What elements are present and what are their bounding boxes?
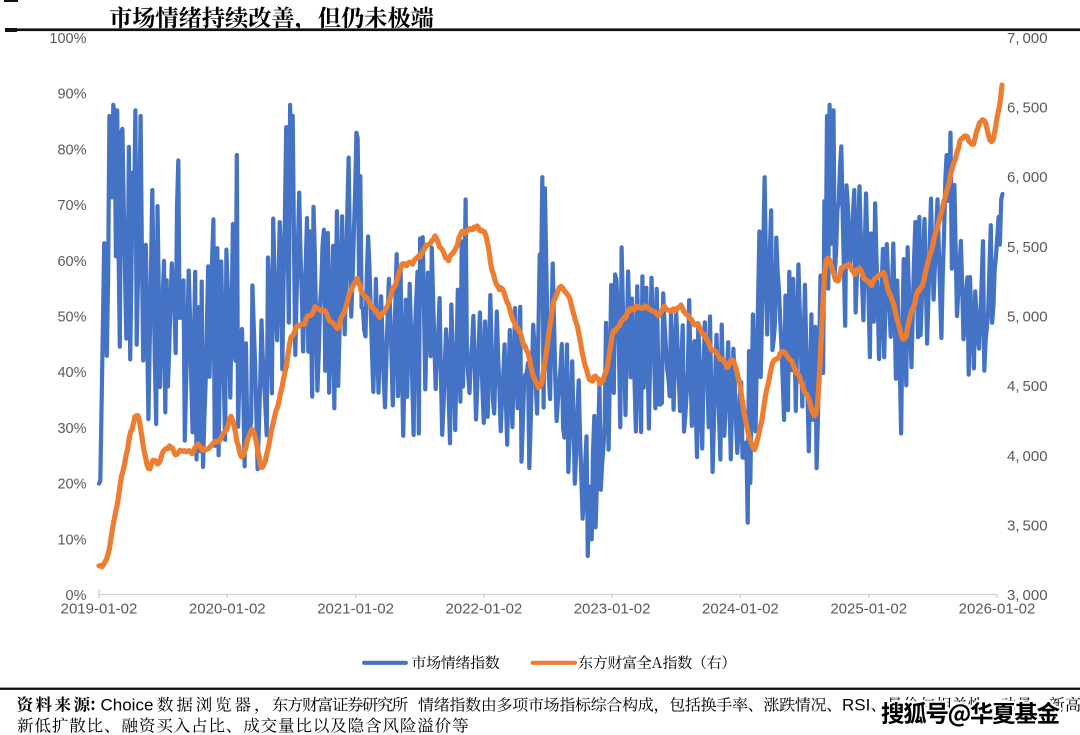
svg-text:10%: 10% — [57, 532, 86, 548]
svg-text:Choice: Choice — [101, 696, 154, 715]
svg-text:2020-01-02: 2020-01-02 — [189, 601, 266, 618]
svg-text:70%: 70% — [57, 198, 86, 214]
svg-text:3, 500: 3, 500 — [1007, 517, 1048, 534]
svg-text:6, 500: 6, 500 — [1007, 100, 1048, 117]
svg-text:7, 000: 7, 000 — [1007, 30, 1048, 47]
svg-text:100%: 100% — [49, 31, 86, 47]
svg-text:50%: 50% — [57, 310, 86, 326]
svg-text:2022-01-02: 2022-01-02 — [446, 601, 523, 618]
svg-text:40%: 40% — [57, 365, 86, 381]
svg-text:30%: 30% — [57, 421, 86, 437]
svg-text:0%: 0% — [66, 588, 87, 604]
svg-text:60%: 60% — [57, 254, 86, 270]
svg-text:4, 000: 4, 000 — [1007, 448, 1048, 465]
svg-text:5, 500: 5, 500 — [1007, 239, 1048, 256]
svg-text:20%: 20% — [57, 477, 86, 493]
svg-text:2023-01-02: 2023-01-02 — [574, 601, 651, 618]
svg-text:2024-01-02: 2024-01-02 — [702, 601, 779, 618]
svg-text:4, 500: 4, 500 — [1007, 378, 1048, 395]
svg-text:3, 000: 3, 000 — [1007, 587, 1048, 604]
svg-text:2026-01-02: 2026-01-02 — [959, 601, 1036, 618]
svg-text:2019-01-02: 2019-01-02 — [61, 601, 138, 618]
svg-text:90%: 90% — [57, 87, 86, 103]
svg-text:5, 000: 5, 000 — [1007, 309, 1048, 326]
svg-text:2025-01-02: 2025-01-02 — [830, 601, 907, 618]
svg-text:6, 000: 6, 000 — [1007, 169, 1048, 186]
svg-text:RSI: RSI — [842, 696, 870, 715]
svg-text:2021-01-02: 2021-01-02 — [317, 601, 394, 618]
svg-text:80%: 80% — [57, 142, 86, 158]
